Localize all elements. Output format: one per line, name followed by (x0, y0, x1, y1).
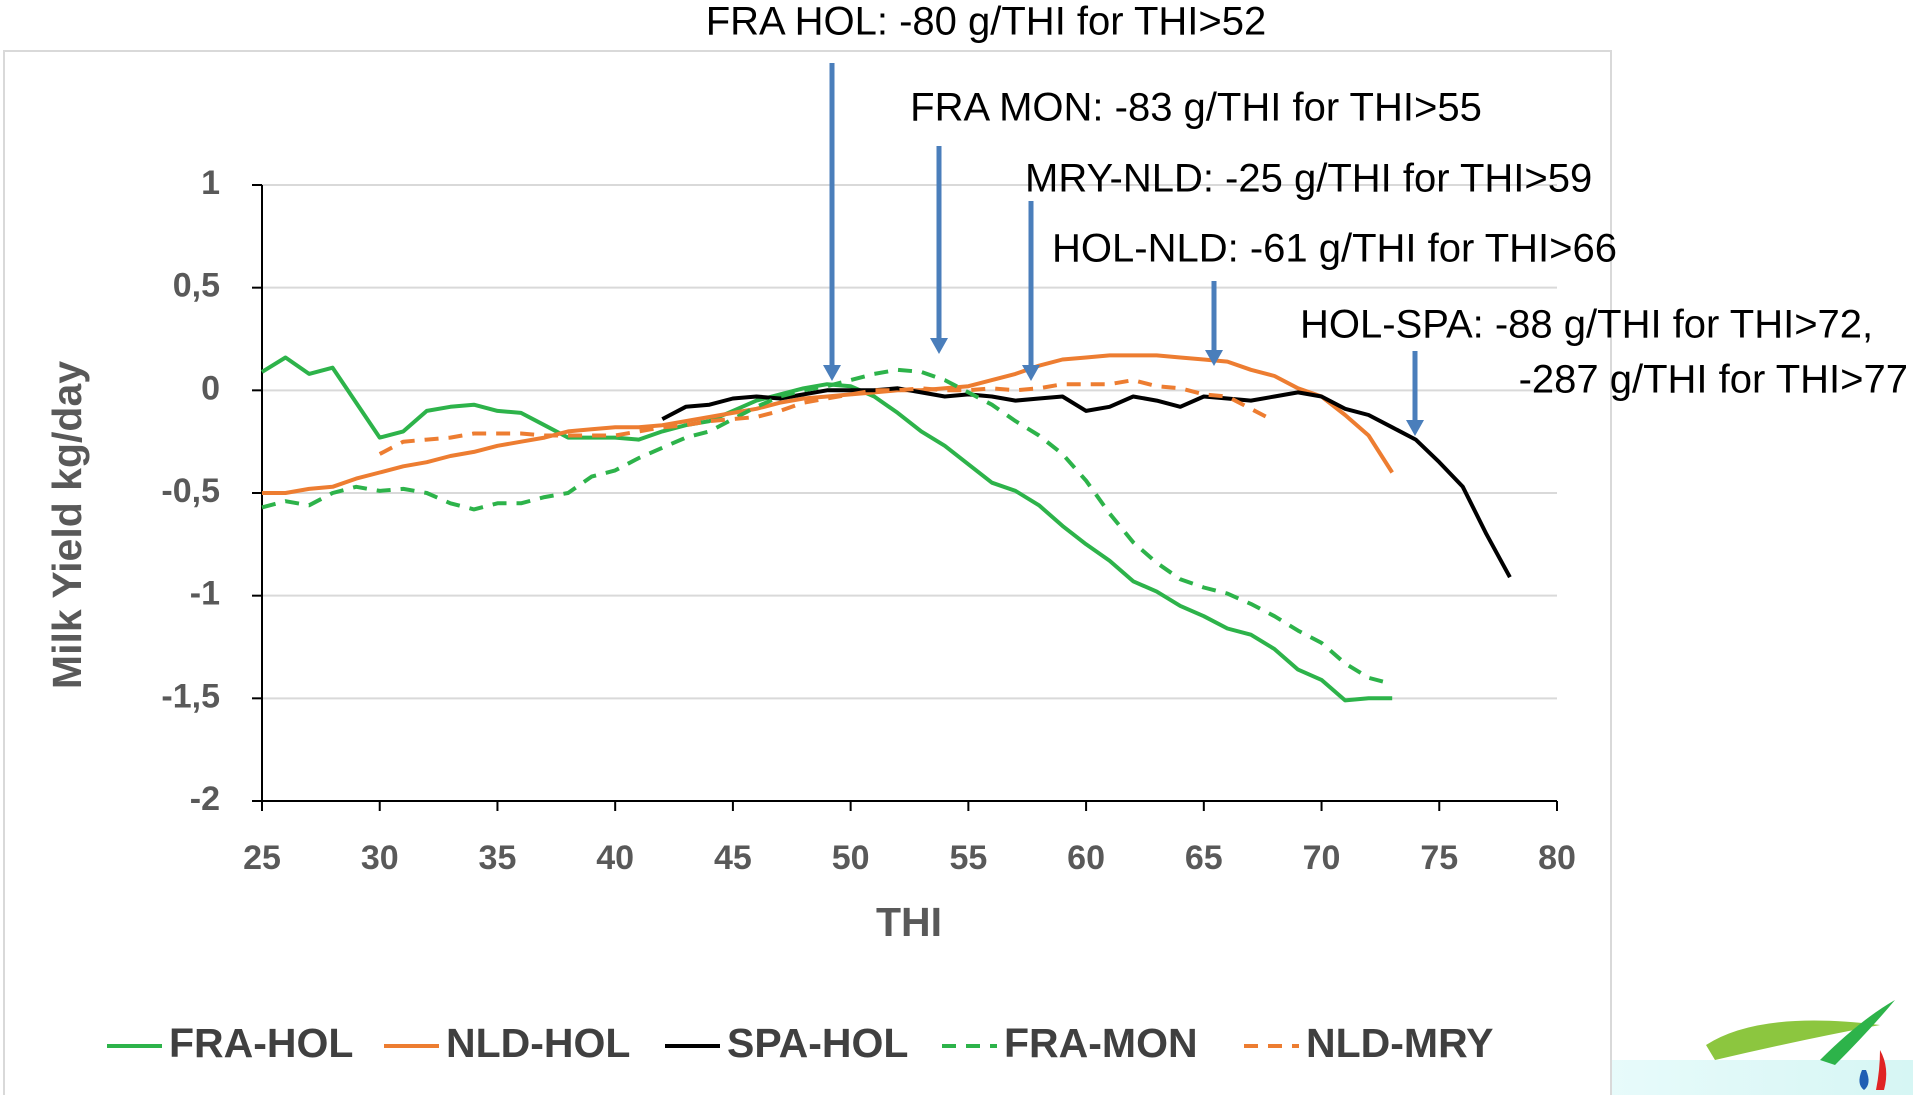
x-tick-label: 80 (1538, 839, 1576, 877)
chart-frame (3, 50, 1612, 1095)
legend-label: NLD-MRY (1306, 1020, 1494, 1066)
legend-label: FRA-MON (1004, 1020, 1198, 1066)
y-tick-label: -1,5 (161, 677, 220, 715)
x-tick-label: 70 (1303, 839, 1341, 877)
logo (1706, 1000, 1895, 1090)
arrow-head (1022, 365, 1040, 381)
legend-label: NLD-HOL (446, 1020, 630, 1066)
x-tick-label: 65 (1185, 839, 1223, 877)
x-tick-label: 55 (949, 839, 987, 877)
x-tick-label: 35 (479, 839, 517, 877)
logo-drop (1859, 1070, 1869, 1090)
x-tick-label: 40 (596, 839, 634, 877)
logo-swoosh (1820, 1000, 1895, 1065)
logo-swoosh (1706, 1020, 1880, 1060)
y-tick-label: 1 (201, 164, 220, 202)
y-axis-title: Milk Yield kg/day (44, 361, 90, 689)
annotation: -287 g/THI for THI>77 (1519, 358, 1908, 402)
series-line (260, 355, 1393, 703)
x-tick-label: 30 (361, 839, 399, 877)
series-line (378, 378, 1276, 456)
annotation: FRA HOL: -80 g/THI for THI>52 (706, 0, 1267, 44)
arrow-head (1205, 350, 1223, 366)
logo-mark (1876, 1050, 1887, 1090)
x-tick-label: 75 (1420, 839, 1458, 877)
y-tick-label: -2 (190, 780, 220, 818)
y-tick-label: -0,5 (161, 472, 220, 510)
arrow-head (1406, 420, 1424, 436)
annotation: HOL-SPA: -88 g/THI for THI>72, (1300, 303, 1873, 347)
x-tick-label: 50 (832, 839, 870, 877)
y-tick-label: 0,5 (173, 267, 220, 305)
annotation: FRA MON: -83 g/THI for THI>55 (910, 86, 1482, 130)
annotation: MRY-NLD: -25 g/THI for THI>59 (1025, 157, 1592, 201)
y-tick-label: 0 (201, 369, 220, 407)
x-axis-title: THI (876, 899, 942, 945)
legend-label: SPA-HOL (727, 1020, 908, 1066)
x-tick-label: 45 (714, 839, 752, 877)
x-tick-label: 60 (1067, 839, 1105, 877)
series-line (261, 367, 1393, 686)
y-tick-label: -1 (190, 575, 220, 613)
legend-label: FRA-HOL (169, 1020, 353, 1066)
x-tick-label: 25 (243, 839, 281, 877)
arrow-head (930, 338, 948, 354)
arrow-head (823, 365, 841, 381)
series-line (661, 386, 1512, 579)
series-line (262, 353, 1394, 495)
annotation: HOL-NLD: -61 g/THI for THI>66 (1052, 227, 1617, 271)
